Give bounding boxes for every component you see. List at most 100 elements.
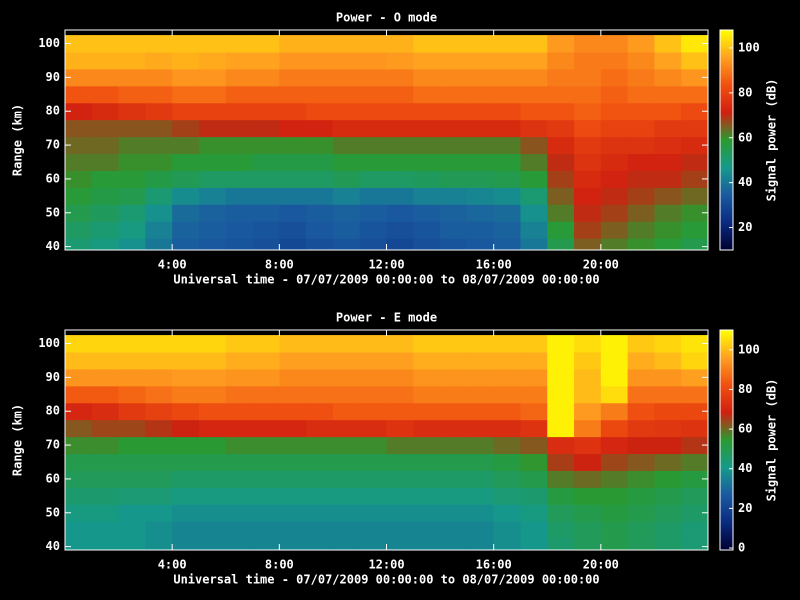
heatmap-cell: [493, 453, 521, 471]
heatmap-cell: [493, 419, 521, 438]
heatmap-cell: [306, 504, 334, 522]
heatmap-cell: [359, 238, 387, 250]
heatmap-cell: [198, 68, 227, 87]
heatmap-cell: [466, 335, 495, 353]
heatmap-cell: [198, 102, 227, 121]
heatmap-cell: [520, 436, 548, 455]
heatmap-cell: [91, 35, 120, 53]
heatmap-cell: [172, 538, 200, 550]
heatmap-cell: [413, 453, 441, 471]
heatmap-cell: [547, 170, 575, 188]
heatmap-cell: [574, 538, 602, 550]
heatmap-cell: [198, 204, 227, 222]
heatmap-cell: [332, 453, 361, 471]
heatmap-cell: [145, 436, 173, 455]
heatmap-cell: [359, 136, 387, 155]
heatmap-cell: [306, 470, 334, 488]
heatmap-cell: [306, 238, 334, 250]
heatmap-cell: [440, 402, 468, 421]
heatmap-cell: [279, 35, 307, 53]
heatmap-cell: [65, 538, 93, 550]
heatmap-cell: [252, 204, 280, 222]
heatmap-cell: [493, 35, 521, 53]
heatmap-cell: [386, 352, 414, 370]
heatmap-cell: [332, 385, 361, 404]
y-tick-label: 50: [46, 205, 60, 219]
heatmap-cell: [440, 221, 468, 239]
heatmap-cell: [627, 538, 655, 550]
heatmap-cell: [520, 68, 548, 87]
heatmap-cell: [654, 538, 682, 550]
heatmap-cell: [118, 136, 146, 155]
chart-title: Power - O mode: [336, 11, 437, 25]
heatmap-cell: [547, 68, 575, 87]
heatmap-cell: [466, 504, 495, 522]
heatmap-cell: [600, 102, 629, 121]
heatmap-cell: [91, 487, 120, 505]
heatmap-cell: [681, 368, 708, 387]
heatmap-cell: [654, 368, 682, 387]
heatmap-cell: [466, 436, 495, 455]
heatmap-cell: [225, 85, 254, 104]
heatmap-cell: [198, 538, 227, 550]
heatmap-cell: [600, 119, 629, 138]
heatmap-cell: [493, 102, 521, 121]
y-axis-label: Range (km): [11, 404, 25, 476]
heatmap-cell: [65, 453, 93, 471]
heatmap-cell: [547, 153, 575, 171]
heatmap-cell: [574, 52, 602, 70]
heatmap-cell: [520, 238, 548, 250]
heatmap-cell: [386, 204, 414, 222]
heatmap-cell: [91, 204, 120, 222]
heatmap-cell: [386, 153, 414, 171]
heatmap-cell: [306, 487, 334, 505]
heatmap-cell: [65, 504, 93, 522]
x-axis-label: Universal time - 07/07/2009 00:00:00 to …: [173, 273, 599, 287]
x-tick-label: 12:00: [368, 258, 404, 272]
heatmap-cell: [493, 436, 521, 455]
heatmap-cell: [252, 385, 280, 404]
heatmap-cell: [520, 187, 548, 205]
heatmap-cell: [91, 470, 120, 488]
heatmap-cell: [359, 368, 387, 387]
heatmap-cell: [466, 402, 495, 421]
heatmap-cell: [65, 238, 93, 250]
heatmap-cell: [306, 436, 334, 455]
heatmap-cell: [600, 436, 629, 455]
heatmap-cell: [627, 221, 655, 239]
heatmap-cell: [65, 35, 93, 53]
heatmap-cell: [118, 538, 146, 550]
heatmap-cell: [493, 335, 521, 353]
heatmap-cell: [65, 136, 93, 155]
heatmap-cell: [118, 352, 146, 370]
heatmap-cell: [198, 136, 227, 155]
heatmap-cell: [252, 85, 280, 104]
heatmap-cell: [118, 368, 146, 387]
heatmap-cell: [386, 385, 414, 404]
heatmap: [65, 35, 708, 250]
heatmap-cell: [359, 35, 387, 53]
heatmap-cell: [520, 385, 548, 404]
heatmap-cell: [547, 402, 575, 421]
heatmap-cell: [118, 170, 146, 188]
heatmap-cell: [654, 68, 682, 87]
heatmap-cell: [440, 52, 468, 70]
heatmap-cell: [359, 402, 387, 421]
heatmap-cell: [547, 368, 575, 387]
heatmap-cell: [627, 68, 655, 87]
heatmap-cell: [332, 238, 361, 250]
heatmap-cell: [600, 68, 629, 87]
heatmap-cell: [547, 204, 575, 222]
heatmap-cell: [91, 153, 120, 171]
heatmap-cell: [145, 368, 173, 387]
heatmap-cell: [118, 35, 146, 53]
heatmap-cell: [466, 119, 495, 138]
heatmap-cell: [118, 335, 146, 353]
heatmap-cell: [118, 204, 146, 222]
heatmap-cell: [225, 521, 254, 539]
heatmap-cell: [520, 153, 548, 171]
heatmap-cell: [681, 204, 708, 222]
heatmap-cell: [198, 368, 227, 387]
colorbar-tick-label: 80: [738, 85, 752, 99]
heatmap-cell: [198, 238, 227, 250]
